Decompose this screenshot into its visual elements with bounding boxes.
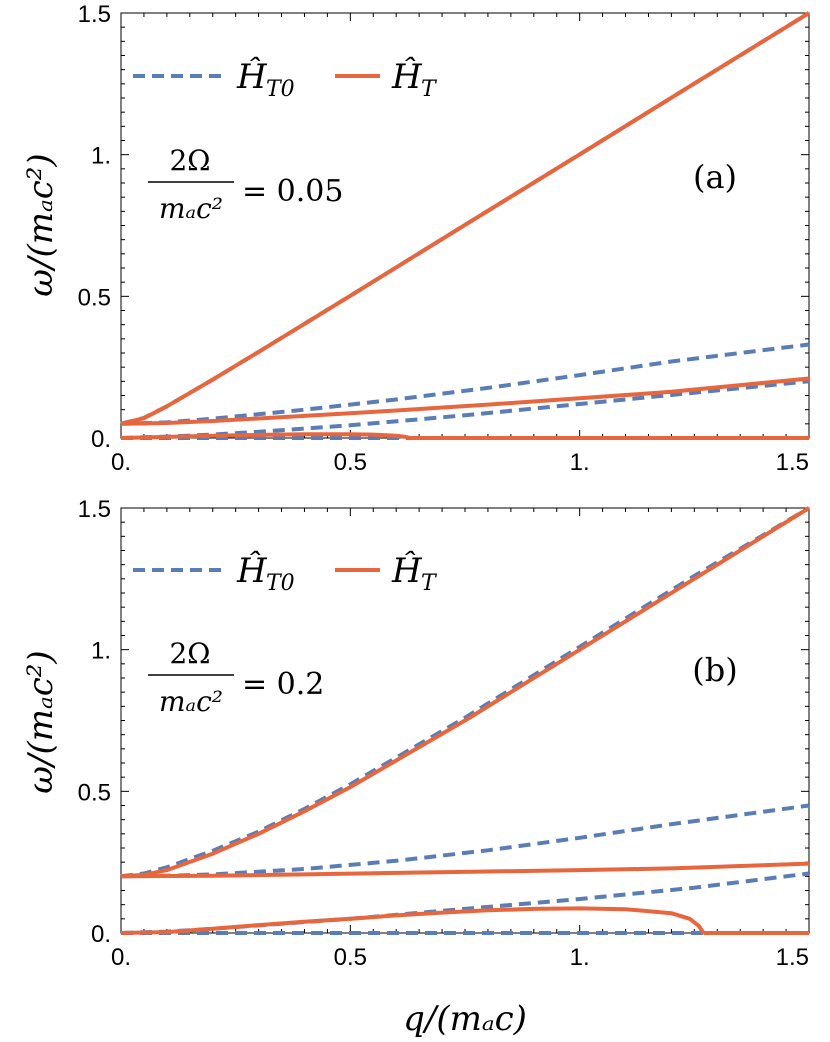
parameter-numerator: 2Ω bbox=[169, 144, 210, 177]
legend-label-ht: Ĥ bbox=[391, 550, 423, 591]
series-line-ht-5 bbox=[120, 861, 810, 879]
y-tick-label: 0. bbox=[91, 921, 111, 948]
y-tick-label: 1.5 bbox=[78, 1, 111, 28]
x-axis-label: q/(mₐc) bbox=[403, 999, 527, 1039]
shared-labels: ω/(mₐc²) ω/(mₐc²) q/(mₐc) bbox=[21, 153, 527, 1039]
panel-label: (a) bbox=[693, 158, 737, 196]
parameter-numerator: 2Ω bbox=[169, 637, 210, 670]
legend-sub-ht0: T0 bbox=[266, 571, 295, 596]
parameter-value: = 0.2 bbox=[242, 667, 324, 702]
legend-sub-ht0: T0 bbox=[266, 77, 295, 102]
parameter-annotation: 2Ω mₐc² = 0.05 bbox=[148, 144, 343, 225]
parameter-value: = 0.05 bbox=[242, 174, 343, 209]
legend-sub-ht: T bbox=[421, 77, 438, 102]
series-line-ht-6 bbox=[120, 432, 411, 440]
y-tick-label: 1. bbox=[91, 143, 111, 170]
panel-label: (b) bbox=[692, 651, 737, 689]
legend-label-ht: Ĥ bbox=[391, 56, 423, 97]
legend-label-ht0: Ĥ bbox=[236, 550, 268, 591]
parameter-annotation: 2Ω mₐc² = 0.2 bbox=[148, 637, 324, 718]
series-line-ht0-0 bbox=[120, 506, 811, 879]
legend-sub-ht: T bbox=[421, 571, 438, 596]
y-tick-label: 0.5 bbox=[78, 284, 111, 311]
legend: Ĥ T0 Ĥ T bbox=[133, 550, 438, 596]
y-axis-label: ω/(mₐc²) bbox=[21, 153, 61, 296]
parameter-denominator: mₐc² bbox=[159, 192, 223, 225]
series-line-ht-4 bbox=[120, 11, 811, 426]
x-tick-label: 1.5 bbox=[776, 449, 809, 476]
x-tick-label: 0.5 bbox=[334, 449, 367, 476]
x-tick-label: 0. bbox=[111, 944, 131, 971]
x-tick-label: 1.5 bbox=[776, 944, 809, 971]
legend: Ĥ T0 Ĥ T bbox=[133, 56, 438, 102]
parameter-denominator: mₐc² bbox=[159, 685, 223, 718]
legend-label-ht0: Ĥ bbox=[236, 56, 268, 97]
x-tick-label: 0.5 bbox=[334, 944, 367, 971]
y-tick-label: 1.5 bbox=[78, 496, 111, 523]
series-line-ht-6 bbox=[120, 906, 706, 935]
y-axis-label: ω/(mₐc²) bbox=[21, 650, 61, 793]
y-tick-label: 1. bbox=[91, 638, 111, 665]
x-tick-label: 1. bbox=[570, 449, 590, 476]
y-tick-label: 0. bbox=[91, 426, 111, 453]
x-tick-label: 0. bbox=[111, 449, 131, 476]
series-line-ht-5 bbox=[120, 376, 810, 426]
series-line-ht-4 bbox=[120, 506, 811, 879]
x-tick-label: 1. bbox=[570, 944, 590, 971]
y-tick-label: 0.5 bbox=[78, 779, 111, 806]
series-line-ht0-2 bbox=[120, 871, 810, 935]
series-line-ht0-1 bbox=[120, 342, 810, 426]
